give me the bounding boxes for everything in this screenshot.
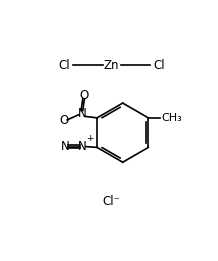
Text: +: +	[86, 134, 94, 143]
Text: Cl: Cl	[153, 58, 165, 72]
Text: O: O	[79, 90, 88, 102]
Text: N: N	[78, 107, 86, 120]
Text: Cl⁻: Cl⁻	[103, 195, 121, 209]
Text: Zn: Zn	[104, 58, 119, 72]
Text: N: N	[78, 140, 87, 153]
Text: CH₃: CH₃	[162, 113, 183, 123]
Text: N: N	[61, 140, 69, 153]
Text: Cl: Cl	[59, 58, 70, 72]
Text: O: O	[60, 114, 69, 127]
